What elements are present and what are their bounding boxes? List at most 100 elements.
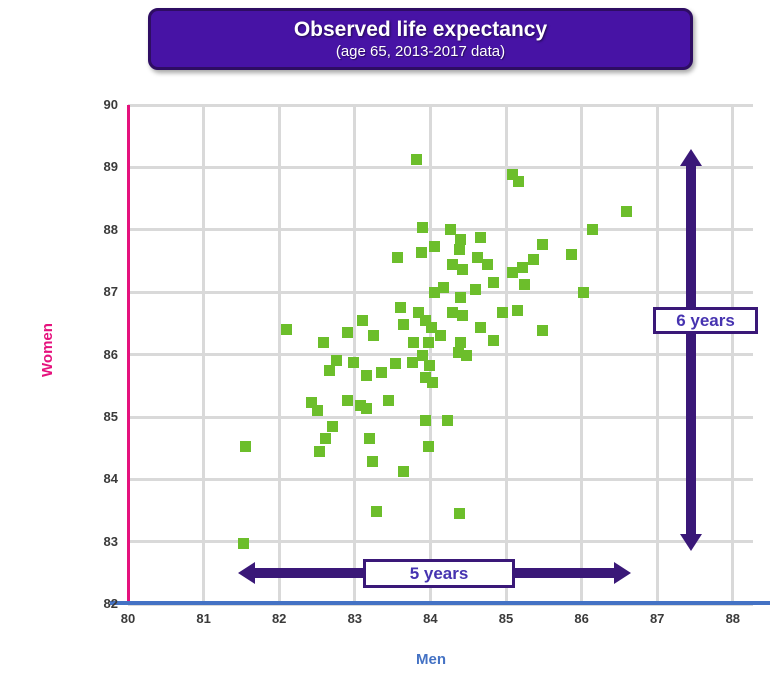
data-point <box>368 329 380 341</box>
y-axis-line <box>126 105 130 604</box>
data-point <box>371 505 383 517</box>
gap-arrow-bottom-head <box>680 534 703 552</box>
data-point <box>455 291 467 303</box>
data-point <box>323 365 335 377</box>
data-point <box>312 404 324 416</box>
data-point <box>461 349 473 361</box>
x-tick-label: 88 <box>725 611 741 626</box>
annotation-5-years-label: 5 years <box>409 563 469 583</box>
data-point <box>394 301 406 313</box>
data-point <box>319 432 331 444</box>
data-point <box>586 223 598 235</box>
data-point <box>426 322 438 334</box>
data-point <box>481 259 493 271</box>
data-point <box>511 304 523 316</box>
gridline-horizontal <box>128 165 753 169</box>
x-tick-label: 80 <box>120 611 136 626</box>
gridline-horizontal <box>128 477 753 481</box>
y-tick-label: 86 <box>103 346 118 362</box>
x-tick-label: 83 <box>347 611 363 626</box>
data-point <box>238 537 250 549</box>
data-point <box>457 264 469 276</box>
data-point <box>416 221 428 233</box>
y-tick-label: 88 <box>103 221 118 237</box>
gridline-vertical <box>655 105 659 604</box>
data-point <box>415 247 427 259</box>
data-point <box>327 421 339 433</box>
data-point <box>361 403 373 415</box>
data-point <box>507 267 519 279</box>
x-axis-line <box>110 601 770 605</box>
gridline-vertical <box>504 105 508 604</box>
data-point <box>434 329 446 341</box>
x-axis-label: Men <box>416 651 446 668</box>
data-point <box>419 371 431 383</box>
data-point <box>407 337 419 349</box>
y-axis-label: Women <box>39 323 56 377</box>
data-point <box>437 282 449 294</box>
data-point <box>383 395 395 407</box>
data-point <box>313 446 325 458</box>
data-point <box>240 441 252 453</box>
data-point <box>428 240 440 252</box>
data-point <box>474 321 486 333</box>
data-point <box>363 432 375 444</box>
data-point <box>347 357 359 369</box>
data-point <box>517 262 529 274</box>
data-point <box>406 357 418 369</box>
data-point <box>412 307 424 319</box>
data-point <box>512 175 524 187</box>
data-point <box>419 314 431 326</box>
data-point <box>620 206 632 218</box>
data-point <box>398 465 410 477</box>
data-point <box>455 234 467 246</box>
y-tick-label: 85 <box>103 409 118 424</box>
gridline-vertical <box>580 105 584 604</box>
data-point <box>419 414 431 426</box>
gridline-vertical <box>277 105 281 604</box>
data-point <box>318 336 330 348</box>
y-tick-label: 82 <box>103 596 118 612</box>
data-point <box>536 239 548 251</box>
y-tick-label: 89 <box>103 159 118 175</box>
chart-title-banner: Observed life expectancy (age 65, 2013-2… <box>148 8 693 70</box>
data-point <box>452 346 464 358</box>
y-tick-label: 83 <box>103 533 118 549</box>
y-tick-label: 87 <box>103 284 118 300</box>
x-tick-label: 86 <box>574 611 589 626</box>
annotation-6-years-label: 6 years <box>676 310 735 330</box>
data-point <box>441 414 453 426</box>
data-point <box>410 154 422 166</box>
chart-subtitle: (age 65, 2013-2017 data) <box>335 42 506 60</box>
data-point <box>474 231 486 243</box>
gridline-horizontal <box>128 540 753 544</box>
data-point <box>306 396 318 408</box>
data-point <box>446 259 458 271</box>
data-point <box>445 224 457 236</box>
gridline-horizontal <box>128 415 753 419</box>
data-point <box>367 456 379 468</box>
data-point <box>455 337 467 349</box>
data-point <box>280 323 292 335</box>
gridline-vertical <box>202 105 206 604</box>
data-point <box>487 335 499 347</box>
data-point <box>536 324 548 336</box>
x-tick-label: 84 <box>423 611 438 626</box>
x-tick-label: 82 <box>271 611 287 626</box>
gridline-vertical <box>428 105 432 604</box>
data-point <box>566 249 578 261</box>
y-tick-label: 84 <box>103 471 118 487</box>
data-point <box>427 376 439 388</box>
data-point <box>429 287 441 299</box>
data-point <box>422 336 434 348</box>
gridline-horizontal <box>128 103 753 107</box>
data-point <box>423 441 435 453</box>
x-tick-label: 87 <box>649 611 665 626</box>
data-point <box>469 284 481 296</box>
data-point <box>416 349 428 361</box>
gap-arrow-left-head <box>237 562 255 584</box>
data-point <box>355 400 367 412</box>
data-point <box>356 315 368 327</box>
gridline-vertical <box>731 105 735 604</box>
